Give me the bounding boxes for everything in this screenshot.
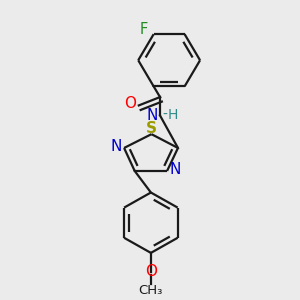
Text: O: O xyxy=(124,96,136,111)
Text: O: O xyxy=(145,264,157,279)
Text: N: N xyxy=(147,108,158,123)
Text: F: F xyxy=(139,22,148,37)
Text: N: N xyxy=(110,139,122,154)
Text: CH₃: CH₃ xyxy=(139,284,163,297)
Text: H: H xyxy=(167,108,178,122)
Text: -: - xyxy=(163,108,168,122)
Text: N: N xyxy=(169,162,181,177)
Text: S: S xyxy=(146,122,157,136)
